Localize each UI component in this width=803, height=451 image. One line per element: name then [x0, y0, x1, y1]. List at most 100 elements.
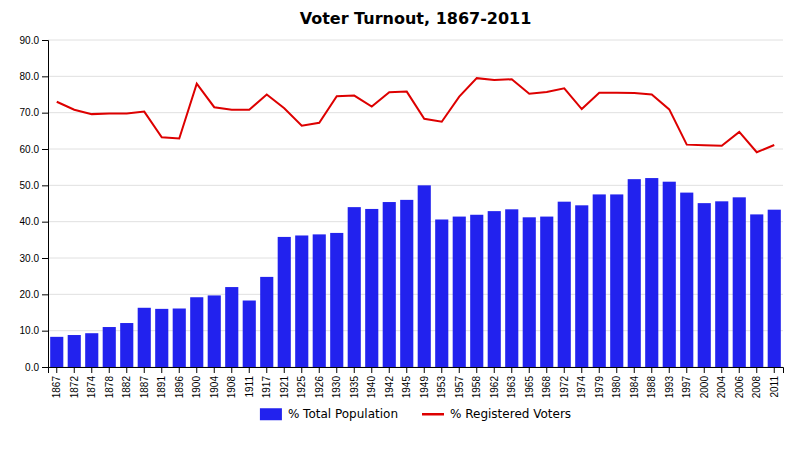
tick-label: 1891 — [156, 376, 167, 399]
tick-mark — [704, 367, 705, 373]
tick-label: 1980 — [611, 376, 622, 399]
tick-mark — [599, 367, 600, 373]
tick: 1997 — [681, 367, 692, 398]
tick-mark — [284, 367, 285, 373]
tick: 1882 — [121, 367, 132, 398]
tick-mark — [231, 367, 232, 373]
bar — [68, 335, 81, 367]
tick-label: 1953 — [436, 376, 447, 399]
tick-label: 1874 — [86, 376, 97, 399]
tick-mark — [42, 149, 48, 150]
tick-label: 20.0 — [20, 289, 40, 300]
tick-mark — [354, 367, 355, 373]
bar — [278, 237, 291, 367]
tick-label: 1904 — [209, 376, 220, 399]
tick-label: 1925 — [296, 376, 307, 399]
tick: 1953 — [436, 367, 447, 398]
tick: 1891 — [156, 367, 167, 398]
tick-mark — [42, 294, 48, 295]
legend-item: % Registered Voters — [422, 407, 571, 421]
tick-label: 2011 — [769, 376, 780, 398]
tick-mark — [336, 367, 337, 373]
tick-label: 60.0 — [20, 144, 40, 155]
tick: 1940 — [366, 367, 377, 398]
tick-mark — [494, 367, 495, 373]
tick-label: 1867 — [51, 376, 62, 399]
tick-label: 0.0 — [25, 362, 39, 373]
bar — [663, 182, 676, 367]
bar — [680, 193, 693, 367]
tick: 2006 — [734, 367, 745, 398]
bar — [733, 197, 746, 367]
legend-label: % Registered Voters — [450, 407, 571, 421]
tick-mark — [669, 367, 670, 373]
y-axis: 0.010.020.030.040.050.060.070.080.090.0 — [20, 35, 49, 373]
tick-mark — [651, 367, 652, 373]
bar — [330, 233, 343, 367]
tick: 0.0 — [25, 362, 48, 373]
chart: 0.010.020.030.040.050.060.070.080.090.01… — [0, 0, 803, 451]
bar — [50, 337, 63, 367]
tick-mark — [56, 367, 57, 373]
tick-label: 1949 — [419, 376, 430, 399]
tick-mark — [634, 367, 635, 373]
tick-mark — [756, 367, 757, 373]
tick: 1988 — [646, 367, 657, 398]
tick-label: 30.0 — [20, 253, 40, 264]
bar-series — [50, 178, 781, 367]
tick: 1984 — [629, 367, 640, 398]
tick-label: 1988 — [646, 376, 657, 399]
bar — [698, 203, 711, 367]
bar — [575, 205, 588, 367]
tick: 1945 — [401, 367, 412, 398]
tick: 1968 — [541, 367, 552, 398]
tick-mark — [42, 185, 48, 186]
tick: 2004 — [716, 367, 727, 398]
tick: 2000 — [699, 367, 710, 398]
tick: 1921 — [279, 367, 290, 398]
tick-mark — [721, 367, 722, 373]
tick: 1904 — [209, 367, 220, 398]
tick-mark — [581, 367, 582, 373]
tick-label: 1935 — [349, 376, 360, 399]
tick: 1917 — [261, 367, 272, 398]
bar — [610, 194, 623, 367]
tick-label: 2000 — [699, 376, 710, 399]
legend-item: % Total Population — [260, 407, 398, 421]
tick-label: 40.0 — [20, 216, 40, 227]
tick-mark — [529, 367, 530, 373]
legend: % Total Population % Registered Voters — [260, 407, 571, 421]
tick-label: 1896 — [174, 376, 185, 399]
tick: 2011 — [769, 367, 780, 398]
tick: 1926 — [314, 367, 325, 398]
tick: 20.0 — [20, 289, 48, 300]
title: Voter Turnout, 1867-2011 — [300, 9, 532, 28]
bar — [208, 295, 221, 367]
tick-mark — [91, 367, 92, 373]
grid — [48, 40, 783, 367]
tick-mark — [42, 40, 48, 41]
grid-line — [48, 76, 783, 77]
tick-label: 1968 — [541, 376, 552, 399]
bar — [470, 215, 483, 367]
bar — [540, 217, 553, 367]
tick: 1935 — [349, 367, 360, 398]
tick-mark — [126, 367, 127, 373]
tick: 2008 — [751, 367, 762, 398]
tick-label: 10.0 — [20, 325, 40, 336]
tick: 1872 — [69, 367, 80, 398]
tick: 1962 — [489, 367, 500, 398]
tick-label: 1926 — [314, 376, 325, 399]
tick-label: 1878 — [104, 376, 115, 399]
bar — [645, 178, 658, 367]
tick: 80.0 — [20, 71, 48, 82]
tick-mark — [301, 367, 302, 373]
tick: 30.0 — [20, 253, 48, 264]
tick: 40.0 — [20, 216, 48, 227]
tick-mark — [144, 367, 145, 373]
tick-label: 1945 — [401, 376, 412, 399]
tick-label: 90.0 — [20, 35, 40, 46]
tick-mark — [109, 367, 110, 373]
tick-mark — [371, 367, 372, 373]
bar — [383, 202, 396, 367]
